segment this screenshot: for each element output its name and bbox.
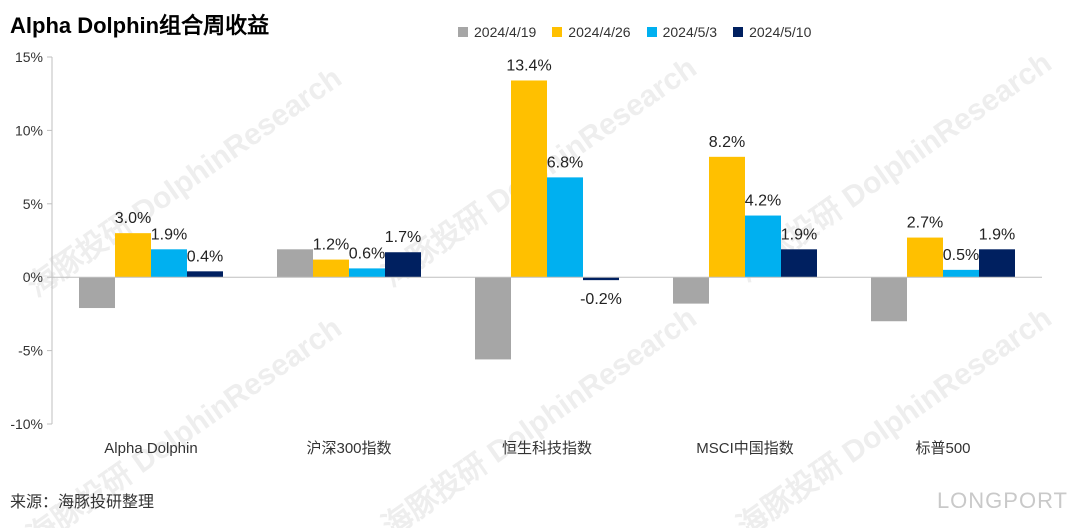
bar-2024/4/19 bbox=[673, 277, 709, 304]
bar-2024/5/3 bbox=[943, 269, 979, 278]
bar-2024/4/26 bbox=[313, 259, 349, 278]
data-label: 0.5% bbox=[943, 247, 979, 264]
bar-2024/4/26 bbox=[511, 80, 547, 278]
bar-2024/5/10 bbox=[781, 249, 817, 278]
legend-swatch bbox=[733, 27, 744, 37]
bar-2024/5/10 bbox=[583, 277, 619, 281]
legend-label: 2024/5/10 bbox=[749, 24, 812, 40]
bar-2024/5/3 bbox=[151, 249, 187, 278]
legend-item: 2024/4/26 bbox=[552, 24, 631, 40]
data-label: 4.2% bbox=[745, 193, 781, 210]
data-label: 2.7% bbox=[907, 215, 943, 232]
category-label: 标普500 bbox=[915, 440, 970, 457]
bar-2024/5/10 bbox=[979, 249, 1015, 278]
data-label: 1.9% bbox=[979, 226, 1015, 243]
y-tick-label: 0% bbox=[23, 269, 43, 285]
data-label: 1.2% bbox=[313, 237, 349, 254]
bar-2024/5/3 bbox=[547, 177, 583, 278]
bar-2024/4/19 bbox=[475, 277, 511, 360]
category-label: 恒生科技指数 bbox=[502, 440, 592, 457]
legend-swatch bbox=[646, 27, 657, 37]
data-label: -0.2% bbox=[580, 291, 622, 308]
legend-item: 2024/4/19 bbox=[458, 24, 536, 40]
legend-swatch bbox=[458, 27, 468, 37]
y-tick-label: 5% bbox=[23, 196, 43, 212]
chart-title: Alpha Dolphin组合周收益 bbox=[10, 13, 270, 38]
legend-item: 2024/5/10 bbox=[733, 24, 811, 40]
legend-label: 2024/4/26 bbox=[568, 24, 631, 40]
bar-2024/5/10 bbox=[385, 252, 421, 278]
data-label: 13.4% bbox=[506, 57, 551, 74]
bar-2024/4/19 bbox=[871, 277, 907, 322]
y-tick-label: 15% bbox=[15, 49, 43, 65]
source-note: 来源：海豚投研整理 bbox=[10, 494, 155, 511]
y-tick-label: -10% bbox=[10, 416, 43, 432]
data-label: 0.4% bbox=[187, 248, 223, 265]
category-label: 沪深300指数 bbox=[306, 440, 391, 457]
data-label: 1.7% bbox=[385, 229, 421, 246]
data-label: 1.9% bbox=[781, 226, 817, 243]
chart-legend: 2024/4/19 2024/4/26 2024/5/3 2024/5/10 bbox=[458, 24, 811, 40]
legend-label: 2024/5/3 bbox=[662, 24, 718, 40]
bar-2024/5/3 bbox=[349, 268, 385, 278]
legend-label: 2024/4/19 bbox=[474, 24, 537, 40]
bar-2024/4/19 bbox=[79, 277, 115, 309]
watermark-text: 海豚投研 DolphinResearch bbox=[376, 301, 702, 528]
bar-2024/4/19 bbox=[277, 249, 313, 278]
bar-2024/5/3 bbox=[745, 215, 781, 278]
bar-2024/4/26 bbox=[907, 237, 943, 278]
legend-item: 2024/5/3 bbox=[646, 24, 718, 40]
category-label: Alpha Dolphin bbox=[104, 440, 197, 457]
data-label: 0.6% bbox=[349, 245, 385, 262]
bar-2024/4/26 bbox=[709, 156, 745, 278]
data-label: 8.2% bbox=[709, 134, 745, 151]
data-label: 3.0% bbox=[115, 210, 151, 227]
legend-swatch bbox=[552, 27, 563, 37]
bar-2024/4/26 bbox=[115, 233, 151, 278]
category-label: MSCI中国指数 bbox=[696, 440, 794, 457]
y-tick-label: -5% bbox=[18, 343, 43, 359]
y-tick-label: 10% bbox=[15, 122, 43, 138]
data-label: 1.9% bbox=[151, 226, 187, 243]
bar-2024/5/10 bbox=[187, 271, 223, 278]
brand-logo-text: LONGPORT bbox=[936, 488, 1068, 513]
data-label: 6.8% bbox=[547, 154, 583, 171]
